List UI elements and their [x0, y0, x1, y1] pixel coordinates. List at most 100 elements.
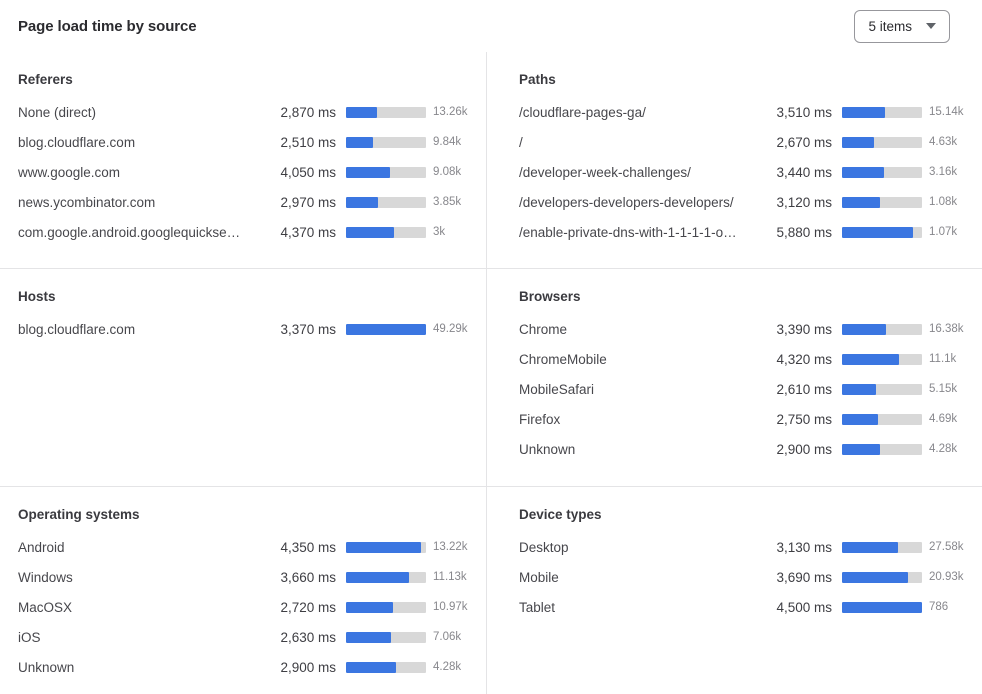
metric-bar: [842, 196, 922, 208]
metric-count: 16.38k: [929, 323, 964, 335]
metric-label: Unknown: [519, 441, 576, 457]
metric-load-time: 2,670 ms: [776, 134, 832, 150]
metric-label: Unknown: [18, 659, 75, 675]
metric-row: Android 4,350 ms 13.22k: [18, 532, 479, 562]
items-count-select[interactable]: 5 items: [854, 9, 950, 43]
metric-count: 11.1k: [929, 353, 957, 365]
metric-count: 1.08k: [929, 196, 958, 208]
metric-bar-fill: [842, 353, 899, 365]
metric-load-time: 2,720 ms: [280, 599, 336, 615]
metric-label: /cloudflare-pages-ga/: [519, 104, 646, 120]
metric-bar-fill: [346, 136, 374, 148]
metric-bar-fill: [346, 196, 379, 208]
metric-load-time: 4,500 ms: [776, 599, 832, 615]
metric-bar-fill: [842, 601, 922, 613]
metric-bar: [842, 353, 922, 365]
widget-header: Page load time by source 5 items: [0, 0, 982, 52]
metric-bar-fill: [346, 601, 393, 613]
metric-load-time: 2,900 ms: [776, 441, 832, 457]
metric-count: 4.28k: [929, 443, 958, 455]
metric-bar-fill: [346, 106, 378, 118]
metric-bar: [842, 226, 922, 238]
metric-bar-fill: [346, 166, 391, 178]
metric-load-time: 4,350 ms: [280, 539, 336, 555]
metric-label: Chrome: [519, 321, 568, 337]
metric-row: blog.cloudflare.com 2,510 ms 9.84k: [18, 127, 479, 157]
panel-title: Paths: [519, 72, 556, 87]
metric-label: /: [519, 134, 523, 150]
panel-title: Browsers: [519, 289, 581, 304]
panel-paths: Paths /cloudflare-pages-ga/ 3,510 ms 15.…: [486, 52, 982, 268]
metric-bar-fill: [842, 443, 880, 455]
metric-bar: [346, 166, 426, 178]
metric-load-time: 3,120 ms: [776, 194, 832, 210]
panel-device-types: Device types Desktop 3,130 ms 27.58k Mob…: [486, 486, 982, 694]
metric-bar: [346, 661, 426, 673]
metric-bar: [346, 601, 426, 613]
panel-rows: /cloudflare-pages-ga/ 3,510 ms 15.14k / …: [519, 97, 975, 247]
metric-row: ChromeMobile 4,320 ms 11.1k: [519, 344, 975, 374]
metric-load-time: 2,900 ms: [280, 659, 336, 675]
metric-bar-fill: [346, 323, 426, 335]
metric-bar-fill: [842, 541, 898, 553]
metric-bar: [842, 413, 922, 425]
metric-bar-fill: [346, 631, 392, 643]
metric-count: 10.97k: [433, 601, 468, 613]
metric-count: 7.06k: [433, 631, 462, 643]
panel-title: Operating systems: [18, 507, 140, 522]
metric-count: 4.63k: [929, 136, 958, 148]
chevron-down-icon: [926, 23, 936, 29]
metric-count: 5.15k: [929, 383, 958, 395]
metric-label: /enable-private-dns-with-1-1-1-1-on-…: [519, 224, 742, 240]
metric-count: 3.16k: [929, 166, 958, 178]
panel-referers: Referers None (direct) 2,870 ms 13.26k b…: [0, 52, 486, 268]
metric-bar: [346, 226, 426, 238]
metric-count: 20.93k: [929, 571, 964, 583]
metric-bar-fill: [346, 226, 394, 238]
panel-rows: Desktop 3,130 ms 27.58k Mobile 3,690 ms …: [519, 532, 975, 622]
metric-count: 27.58k: [929, 541, 964, 553]
metric-label: com.google.android.googlequicksearc…: [18, 224, 246, 240]
metric-bar: [346, 571, 426, 583]
metric-count: 11.13k: [433, 571, 467, 583]
metric-label: MacOSX: [18, 599, 73, 615]
metric-load-time: 2,610 ms: [776, 381, 832, 397]
metric-bar-fill: [346, 571, 410, 583]
panel-rows: None (direct) 2,870 ms 13.26k blog.cloud…: [18, 97, 479, 247]
panel-rows: Chrome 3,390 ms 16.38k ChromeMobile 4,32…: [519, 314, 975, 464]
metric-load-time: 3,390 ms: [776, 321, 832, 337]
metric-bar: [842, 541, 922, 553]
metric-bar-fill: [842, 166, 884, 178]
metric-load-time: 2,630 ms: [280, 629, 336, 645]
metric-row: MobileSafari 2,610 ms 5.15k: [519, 374, 975, 404]
metric-row: /developers-developers-developers/ 3,120…: [519, 187, 975, 217]
metric-count: 786: [929, 601, 949, 613]
metric-label: ChromeMobile: [519, 351, 607, 367]
metric-load-time: 3,660 ms: [280, 569, 336, 585]
metric-load-time: 4,370 ms: [280, 224, 336, 240]
metric-bar: [346, 106, 426, 118]
metric-load-time: 3,370 ms: [280, 321, 336, 337]
metric-load-time: 2,870 ms: [280, 104, 336, 120]
metric-label: Android: [18, 539, 65, 555]
metric-bar: [842, 383, 922, 395]
metric-label: Windows: [18, 569, 73, 585]
metric-row: Chrome 3,390 ms 16.38k: [519, 314, 975, 344]
page-title: Page load time by source: [18, 17, 197, 35]
metric-bar: [346, 631, 426, 643]
metric-load-time: 3,690 ms: [776, 569, 832, 585]
metric-load-time: 4,050 ms: [280, 164, 336, 180]
metric-count: 9.08k: [433, 166, 462, 178]
metric-row: / 2,670 ms 4.63k: [519, 127, 975, 157]
metric-count: 3k: [433, 226, 446, 238]
metric-bar: [346, 196, 426, 208]
panel-rows: blog.cloudflare.com 3,370 ms 49.29k: [18, 314, 479, 344]
metric-bar: [842, 443, 922, 455]
metric-row: /developer-week-challenges/ 3,440 ms 3.1…: [519, 157, 975, 187]
metric-bar-fill: [842, 413, 879, 425]
metric-load-time: 2,970 ms: [280, 194, 336, 210]
metric-count: 13.22k: [433, 541, 468, 553]
panel-title: Referers: [18, 72, 73, 87]
metric-bar: [842, 106, 922, 118]
metric-bar-fill: [842, 106, 885, 118]
